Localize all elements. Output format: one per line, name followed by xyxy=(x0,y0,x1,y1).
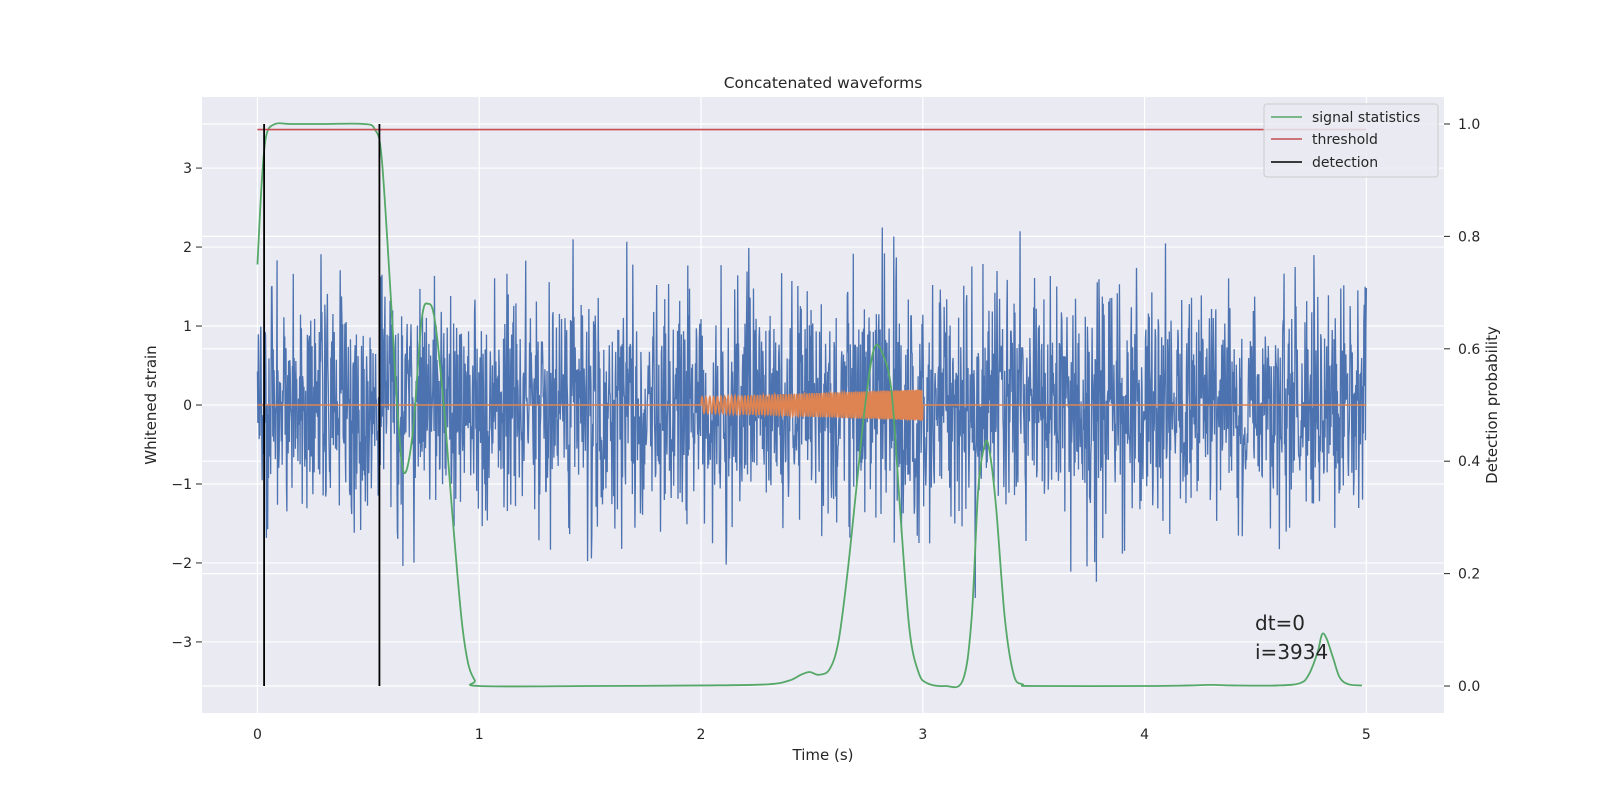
x-tick-label: 4 xyxy=(1140,727,1149,743)
y2-axis: 0.0 0.2 0.4 0.6 0.8 1.0 xyxy=(1444,117,1480,695)
legend-box xyxy=(1263,103,1439,178)
y-tick-label: −3 xyxy=(171,635,192,651)
whitened-noise-series xyxy=(256,227,1368,598)
chart-title: Concatenated waveforms xyxy=(724,74,923,92)
x-tick-label: 2 xyxy=(697,727,706,743)
y-tick-label: −1 xyxy=(171,477,192,493)
x-tick-label: 3 xyxy=(918,727,927,743)
x-tick-label: 5 xyxy=(1362,727,1371,743)
y2-tick-label: 0.4 xyxy=(1458,454,1480,470)
y-tick-label: 1 xyxy=(183,319,192,335)
legend-label-threshold: threshold xyxy=(1312,132,1378,148)
y2-tick-label: 0.6 xyxy=(1458,342,1480,358)
y-axis: −3 −2 −1 0 1 2 3 xyxy=(171,161,202,651)
legend: signal statistics threshold detection xyxy=(1263,103,1439,178)
y-tick-label: −2 xyxy=(171,556,192,572)
x-axis: 0 1 2 3 4 5 xyxy=(253,727,1371,743)
signal-statistics-series xyxy=(256,122,1363,689)
y2-axis-label: Detection probability xyxy=(1483,326,1501,484)
x-tick-label: 1 xyxy=(475,727,484,743)
x-axis-label: Time (s) xyxy=(792,746,854,764)
y-tick-label: 3 xyxy=(183,161,192,177)
y-tick-label: 0 xyxy=(183,398,192,414)
y2-tick-label: 0.8 xyxy=(1458,229,1480,245)
noise-trace xyxy=(256,227,1368,598)
legend-label-signal-statistics: signal statistics xyxy=(1312,110,1420,126)
signal-statistics-line xyxy=(256,122,1363,689)
y2-tick-label: 0.2 xyxy=(1458,567,1480,583)
detection-series xyxy=(263,123,381,687)
annotation-index: i=3934 xyxy=(1255,640,1328,664)
y-tick-label: 2 xyxy=(183,240,192,256)
y2-tick-label: 1.0 xyxy=(1458,117,1480,133)
annotation-dt: dt=0 xyxy=(1255,611,1305,635)
injected-trace xyxy=(257,389,1367,422)
y2-tick-label: 0.0 xyxy=(1458,679,1480,695)
annotation: dt=0 i=3934 xyxy=(1255,611,1328,664)
y-axis-label: Whitened strain xyxy=(142,345,160,464)
injected-signal-series xyxy=(257,389,1367,422)
x-tick-label: 0 xyxy=(253,727,262,743)
legend-label-detection: detection xyxy=(1312,155,1378,171)
